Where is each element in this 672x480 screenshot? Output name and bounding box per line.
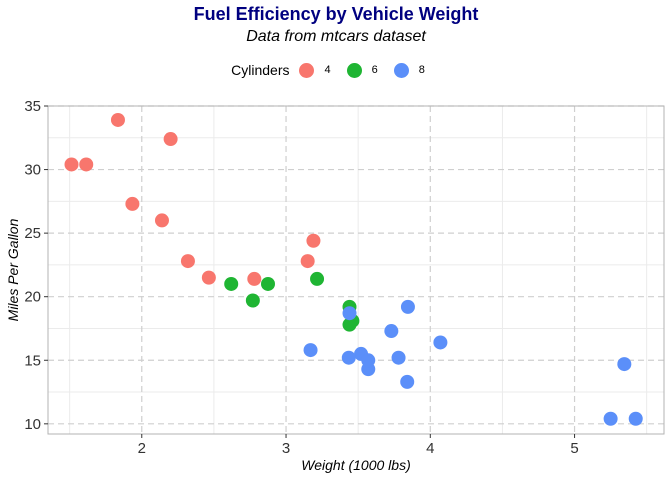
data-points [64,112,643,426]
data-point-cyl-8 [433,335,448,350]
y-axis-label: Miles Per Gallon [5,218,21,321]
data-point-cyl-6 [310,271,325,286]
minor-gridlines [48,106,664,434]
data-point-cyl-8 [384,324,399,339]
data-point-cyl-4 [201,270,216,285]
data-point-cyl-8 [361,353,376,368]
legend-item-8: 8 [393,62,425,78]
data-point-cyl-4 [125,196,140,211]
data-point-cyl-6 [261,276,275,291]
x-tick-label: 5 [570,440,578,457]
data-point-cyl-8 [303,343,318,358]
data-point-cyl-4 [306,233,321,248]
data-point-cyl-6 [342,317,357,332]
axis-ticks: 2 3 4 5 10 15 20 25 30 35 [24,98,578,457]
data-point-cyl-8 [400,299,415,314]
data-point-cyl-4 [110,112,125,127]
y-tick-label: 35 [24,98,41,115]
data-point-cyl-4 [163,132,178,147]
data-point-cyl-8 [342,306,357,321]
y-tick-label: 20 [24,289,41,306]
chart-title: Fuel Efficiency by Vehicle Weight [193,4,479,24]
legend-swatch-4 [299,62,315,78]
data-point-cyl-4 [300,254,315,269]
y-tick-label: 25 [24,225,41,242]
data-point-cyl-8 [391,350,406,365]
legend-item-4: 4 [299,62,331,78]
legend-item-6: 6 [346,62,378,78]
data-point-cyl-8 [617,357,632,372]
x-tick-label: 3 [282,440,290,457]
data-point-cyl-4 [154,213,169,228]
legend-swatch-6 [346,62,362,78]
legend-swatch-8 [393,62,409,78]
y-tick-label: 30 [24,162,41,179]
data-point-cyl-8 [603,411,618,426]
chart-subtitle: Data from mtcars dataset [246,28,426,45]
legend-title: Cylinders [231,62,290,78]
y-tick-label: 10 [24,416,41,433]
x-axis-label: Weight (1000 lbs) [301,457,410,473]
data-point-cyl-8 [628,411,643,426]
data-point-cyl-4 [79,157,94,172]
x-tick-label: 2 [138,440,146,457]
legend-label-4: 4 [324,64,331,76]
data-point-cyl-6 [245,293,260,308]
x-tick-label: 4 [426,440,434,457]
legend-label-6: 6 [371,64,378,76]
legend: Cylinders 4 6 8 [0,62,672,78]
data-point-cyl-6 [224,276,239,291]
plot-panel-border [47,105,665,435]
major-gridlines [48,105,664,434]
y-tick-label: 15 [24,352,41,369]
data-point-cyl-8 [341,350,356,365]
data-point-cyl-4 [247,271,262,286]
legend-label-8: 8 [418,64,425,76]
data-point-cyl-4 [64,157,79,172]
data-point-cyl-8 [400,374,415,389]
data-point-cyl-4 [180,254,195,269]
